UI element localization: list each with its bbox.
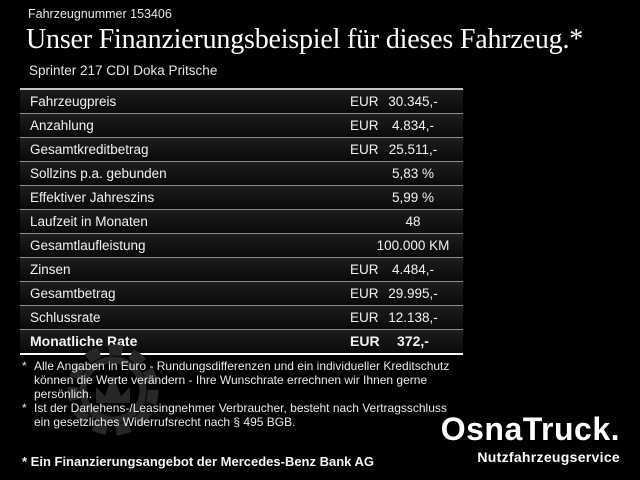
row-label: Schlussrate bbox=[30, 310, 101, 325]
row-currency: EUR bbox=[350, 286, 379, 301]
footnote-text: Alle Angaben in Euro - Rundungsdifferenz… bbox=[34, 359, 450, 401]
table-row: Fahrzeugpreis EUR 30.345,- bbox=[20, 90, 463, 114]
dealer-logo: OsnaTruck. Nutzfahrzeugservice bbox=[441, 413, 620, 464]
row-value: 30.345,- bbox=[388, 94, 438, 109]
row-value: 372,- bbox=[397, 333, 429, 349]
row-value: 29.995,- bbox=[388, 286, 438, 301]
footnote: * Alle Angaben in Euro - Rundungsdiffere… bbox=[22, 359, 460, 401]
page-title: Unser Finanzierungsbeispiel für dieses F… bbox=[26, 24, 584, 55]
footnote-marker: * bbox=[22, 401, 27, 415]
row-value: 100.000 KM bbox=[376, 238, 450, 253]
financing-provider-note: * Ein Finanzierungsangebot der Mercedes-… bbox=[22, 454, 375, 469]
table-row: Laufzeit in Monaten 48 bbox=[20, 210, 463, 234]
footnotes: * Alle Angaben in Euro - Rundungsdiffere… bbox=[22, 359, 460, 429]
row-value: 48 bbox=[405, 214, 421, 229]
dealer-logo-name: OsnaTruck. bbox=[440, 411, 620, 447]
row-value: 25.511,- bbox=[388, 142, 438, 157]
table-row: Sollzins p.a. gebunden 5,83 % bbox=[20, 162, 463, 186]
table-row: Gesamtbetrag EUR 29.995,- bbox=[20, 282, 463, 306]
row-label: Sollzins p.a. gebunden bbox=[30, 166, 167, 181]
row-label: Gesamtbetrag bbox=[30, 286, 116, 301]
row-label: Gesamtkreditbetrag bbox=[30, 142, 149, 157]
row-value: 4.484,- bbox=[391, 262, 435, 277]
footnote-marker: * bbox=[22, 359, 27, 373]
table-row: Effektiver Jahreszins 5,99 % bbox=[20, 186, 463, 210]
table-row: Gesamtkreditbetrag EUR 25.511,- bbox=[20, 138, 463, 162]
row-label: Laufzeit in Monaten bbox=[30, 214, 148, 229]
row-label: Effektiver Jahreszins bbox=[30, 190, 155, 205]
table-row-monthly-rate: Monatliche Rate EUR 372,- bbox=[20, 330, 463, 355]
table-row: Zinsen EUR 4.484,- bbox=[20, 258, 463, 282]
row-value: 5,99 % bbox=[391, 190, 435, 205]
row-value: 12.138,- bbox=[388, 310, 438, 325]
row-label: Gesamtlaufleistung bbox=[30, 238, 146, 253]
row-currency: EUR bbox=[350, 262, 379, 277]
footnote: * Ist der Darlehens-/Leasingnehmer Verbr… bbox=[22, 401, 460, 429]
row-label: Zinsen bbox=[30, 262, 71, 277]
row-currency: EUR bbox=[350, 118, 379, 133]
row-value: 4.834,- bbox=[391, 118, 435, 133]
row-label: Anzahlung bbox=[30, 118, 94, 133]
row-label: Fahrzeugpreis bbox=[30, 94, 117, 109]
row-currency: EUR bbox=[350, 333, 380, 349]
table-row: Schlussrate EUR 12.138,- bbox=[20, 306, 463, 330]
gear-icon bbox=[60, 340, 166, 445]
finance-table: Fahrzeugpreis EUR 30.345,- Anzahlung EUR… bbox=[20, 88, 463, 355]
vehicle-number: Fahrzeugnummer 153406 bbox=[28, 7, 172, 21]
vehicle-model-subtitle: Sprinter 217 CDI Doka Pritsche bbox=[29, 63, 218, 78]
footnote-text: Ist der Darlehens-/Leasingnehmer Verbrau… bbox=[34, 401, 447, 429]
row-currency: EUR bbox=[350, 142, 379, 157]
dealer-logo-tagline: Nutzfahrzeugservice bbox=[477, 449, 620, 465]
table-row: Anzahlung EUR 4.834,- bbox=[20, 114, 463, 138]
table-row: Gesamtlaufleistung 100.000 KM bbox=[20, 234, 463, 258]
row-value: 5,83 % bbox=[391, 166, 435, 181]
row-currency: EUR bbox=[350, 310, 379, 325]
row-currency: EUR bbox=[350, 94, 379, 109]
